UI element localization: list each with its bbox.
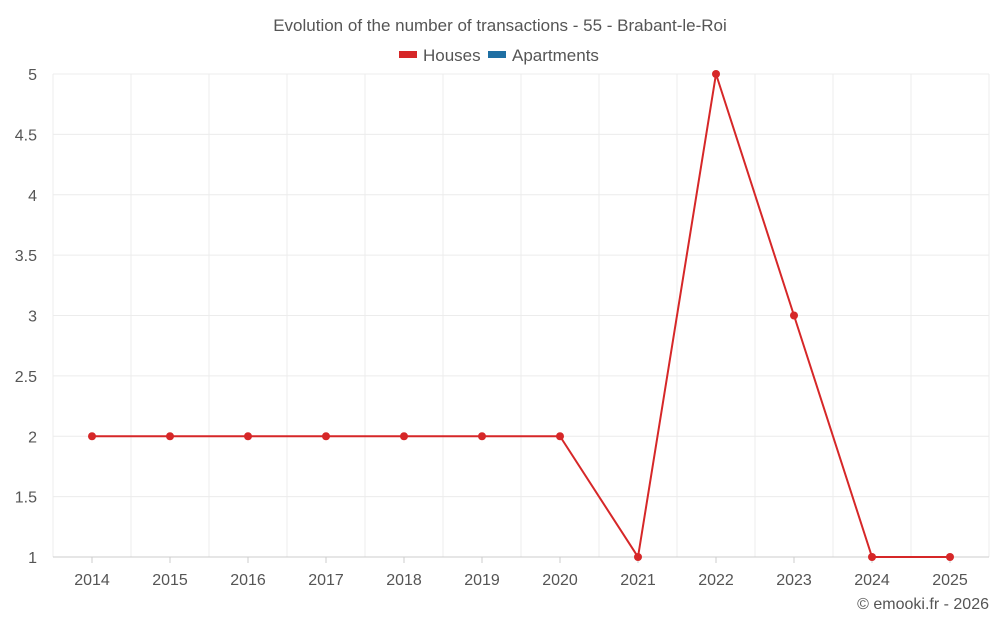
legend-swatch-houses [399, 51, 417, 58]
data-point-2015 [166, 432, 174, 441]
data-point-2019 [478, 432, 486, 441]
y-tick-label: 4 [28, 188, 37, 205]
x-axis-ticks: 2014 2015 2016 2017 2018 2019 2020 2021 2022 2023… [53, 556, 989, 589]
y-tick-label: 1.5 [15, 490, 37, 507]
series-line-houses [92, 73, 950, 558]
x-tick-label: 2017 [308, 572, 344, 589]
credit-text: © emooki.fr - 2026 [857, 596, 989, 613]
y-tick-label: 1 [28, 550, 37, 567]
x-tick-label: 2014 [74, 572, 110, 589]
y-tick-label: 3 [28, 309, 37, 326]
data-point-2020 [556, 432, 564, 441]
x-tick-label: 2022 [698, 572, 734, 589]
x-tick-label: 2016 [230, 572, 266, 589]
data-point-2024 [868, 553, 876, 561]
data-point-2016 [244, 432, 252, 441]
y-tick-label: 2 [28, 429, 37, 446]
legend: Houses Apartments [399, 46, 599, 65]
legend-label-houses: Houses [423, 46, 481, 65]
series-layer [88, 70, 954, 561]
legend-swatch-apartments [488, 51, 506, 58]
x-tick-label: 2021 [620, 572, 656, 589]
x-tick-label: 2025 [932, 572, 968, 589]
data-point-2018 [400, 432, 408, 441]
x-tick-label: 2019 [464, 572, 500, 589]
x-tick-label: 2024 [854, 572, 890, 589]
data-point-2014 [88, 432, 96, 441]
y-axis-ticks: 1 1.5 2 2.5 3 3.5 4 4.5 5 [15, 67, 37, 567]
y-tick-label: 5 [28, 67, 37, 84]
data-point-2021 [634, 553, 642, 561]
x-tick-label: 2018 [386, 572, 422, 589]
x-tick-label: 2020 [542, 572, 578, 589]
data-point-2025 [946, 553, 954, 561]
y-tick-label: 3.5 [15, 248, 37, 265]
legend-label-apartments: Apartments [512, 46, 599, 65]
data-point-2017 [322, 432, 330, 441]
data-point-2023 [790, 311, 798, 320]
y-tick-label: 2.5 [15, 369, 37, 386]
x-tick-label: 2023 [776, 572, 812, 589]
x-tick-label: 2015 [152, 572, 188, 589]
y-tick-label: 4.5 [15, 127, 37, 144]
data-point-2022 [712, 70, 720, 78]
chart-title: Evolution of the number of transactions … [273, 16, 727, 35]
